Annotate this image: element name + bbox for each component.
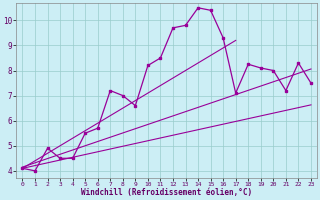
X-axis label: Windchill (Refroidissement éolien,°C): Windchill (Refroidissement éolien,°C): [81, 188, 252, 197]
